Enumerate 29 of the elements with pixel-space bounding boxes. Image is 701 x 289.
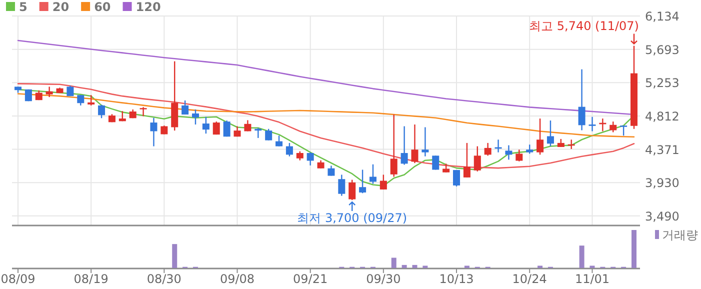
x-tick-label: 10/24: [512, 272, 547, 286]
annotation: 최저 3,700 (09/27): [297, 211, 408, 226]
y-tick-label: 5,253: [645, 76, 680, 90]
bar: [172, 244, 178, 268]
y-tick-label: 6,134: [645, 10, 680, 24]
x-tick-label: 08/09: [0, 272, 36, 286]
bar: [402, 264, 407, 268]
annotation: 최고 5,740 (11/07): [529, 18, 639, 33]
x-tick-label: 11/01: [574, 272, 610, 286]
y-tick-label: 4,812: [645, 109, 680, 124]
bar: [412, 264, 418, 268]
legend-label: 20: [52, 0, 70, 14]
x-tick-label: 09/30: [366, 272, 401, 286]
y-tick-label: 3,490: [645, 209, 680, 224]
y-tick-label: 3,930: [645, 176, 680, 190]
bar: [391, 258, 396, 268]
x-tick-label: 08/30: [146, 272, 182, 286]
x-tick-label: 09/08: [220, 272, 255, 286]
legend-label: 120: [136, 0, 161, 14]
bar: [632, 230, 636, 268]
y-tick-label: 4,371: [645, 142, 680, 157]
x-tick-label: 10/13: [439, 272, 474, 286]
x-tick-label: 08/19: [74, 272, 108, 286]
x-tick-label: 09/21: [293, 272, 328, 286]
legend-label: 60: [94, 0, 111, 14]
y-tick-label: 5,693: [645, 42, 680, 57]
legend-label: 거래량: [662, 228, 698, 242]
legend-label: 5: [19, 0, 28, 14]
bar: [579, 246, 584, 268]
